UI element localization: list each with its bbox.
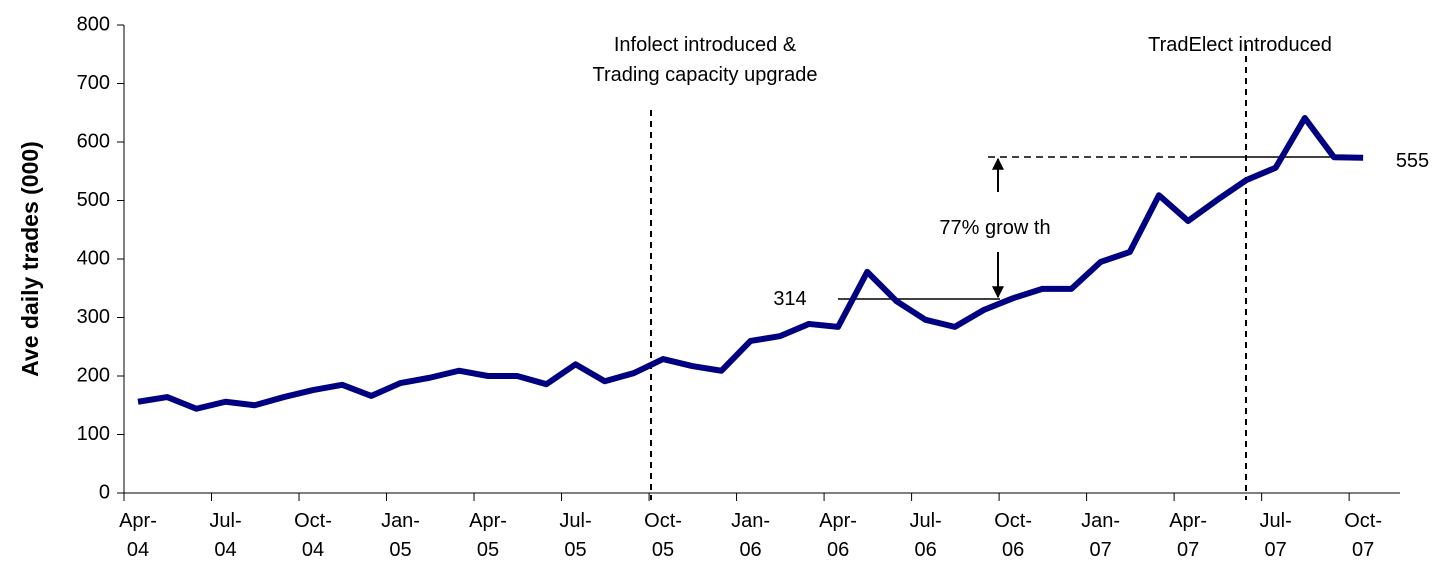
y-tick-label: 500 <box>77 189 110 211</box>
y-tick-label: 600 <box>77 130 110 152</box>
x-tick-label: Oct- 06 <box>994 510 1032 561</box>
y-tick-label: 400 <box>77 247 110 269</box>
x-tick-label: Oct- 07 <box>1344 510 1383 561</box>
line-series <box>137 115 1364 412</box>
x-tick-label: Jul- 04 <box>209 510 242 561</box>
annotation: 555 <box>1395 150 1430 172</box>
x-tick-label: Apr- 04 <box>119 510 157 561</box>
annotation: TradElect introduced <box>1148 34 1332 56</box>
y-tick-label: 800 <box>77 13 110 35</box>
x-tick-label: Oct- 05 <box>644 510 682 561</box>
y-tick-label: 300 <box>77 306 110 328</box>
annotation: Infolect introduced & Trading capacity u… <box>592 34 818 86</box>
y-tick-label: 100 <box>77 423 110 445</box>
annotation: 314 <box>773 288 807 310</box>
x-tick-label: Jan- 06 <box>731 510 771 561</box>
x-tick-label: Jul- 06 <box>909 510 942 561</box>
x-tick-label: Apr- 05 <box>469 510 507 561</box>
x-tick-label: Jan- 07 <box>1081 510 1121 561</box>
x-tick-label: Apr- 06 <box>819 510 857 561</box>
y-axis-label: Ave daily trades (000) <box>17 141 43 377</box>
y-tick-label: 700 <box>77 72 110 94</box>
x-tick-label: Oct- 04 <box>294 510 332 561</box>
x-tick-label: Jul- 07 <box>1259 510 1292 561</box>
x-tick-label: Jan- 05 <box>381 510 420 561</box>
x-tick-label: Jul- 05 <box>559 510 592 561</box>
x-tick-label: Apr- 07 <box>1169 510 1207 561</box>
y-tick-label: 0 <box>99 481 110 503</box>
annotation: 77% grow th <box>939 217 1051 239</box>
y-tick-label: 200 <box>77 364 110 386</box>
